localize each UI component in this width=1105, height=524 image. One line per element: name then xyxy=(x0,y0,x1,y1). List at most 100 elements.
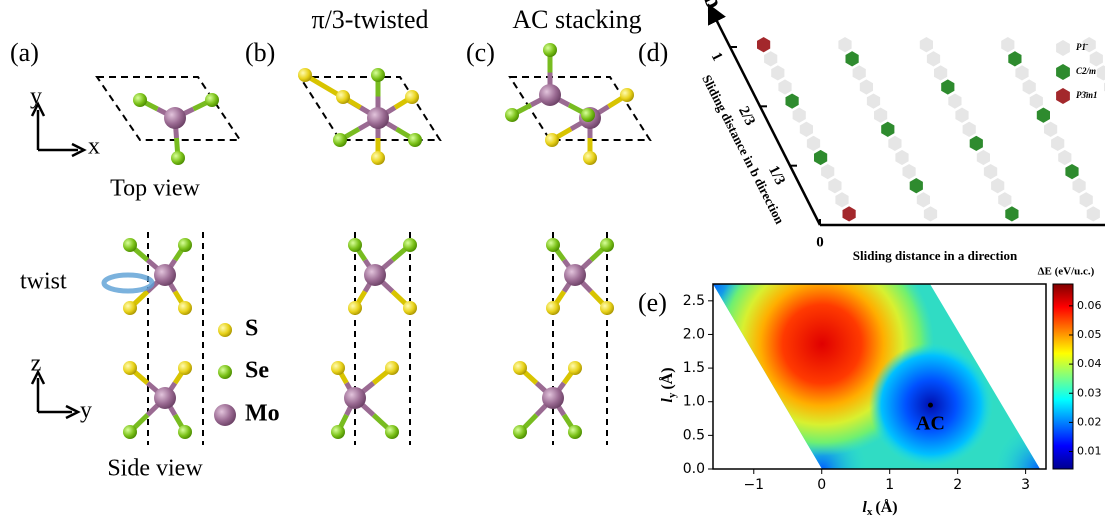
atom xyxy=(123,238,137,252)
hex-cell xyxy=(1089,51,1103,67)
atom xyxy=(331,425,345,439)
x-axis-label: Sliding distance in a direction xyxy=(853,248,1018,263)
hex-cell xyxy=(785,93,799,109)
hex-cell xyxy=(1029,93,1043,109)
annotation: AC xyxy=(916,413,945,435)
view-label: Side view xyxy=(107,456,203,482)
atom xyxy=(123,425,137,439)
atom xyxy=(620,88,634,102)
legend-label: C2/m xyxy=(1076,66,1096,76)
hex-cell xyxy=(1008,51,1022,67)
hex-cell xyxy=(1022,79,1036,95)
colorbar-tick-label: 0.05 xyxy=(1077,328,1102,341)
atom xyxy=(336,90,350,104)
hex-cell xyxy=(828,178,842,194)
atom xyxy=(178,238,192,252)
atom xyxy=(408,133,422,147)
atom xyxy=(364,264,386,286)
hex-cell xyxy=(923,206,937,222)
x-tick-label: 1 xyxy=(885,477,894,493)
y-tick-label: 1.5 xyxy=(683,360,705,376)
atom xyxy=(542,387,564,409)
colorbar-tick-label: 0.04 xyxy=(1077,357,1102,370)
hex-cell xyxy=(926,51,940,67)
hex-cell xyxy=(852,65,866,81)
hex-cell xyxy=(1051,135,1065,151)
atom xyxy=(600,238,614,252)
x-axis-label: lx(Å) xyxy=(862,498,897,518)
heatmap-surface xyxy=(668,232,1085,514)
annotation-point xyxy=(928,403,933,408)
x-tick-label: 0 xyxy=(816,234,824,250)
panel-label: (d) xyxy=(638,38,668,67)
view-label: Top view xyxy=(110,176,200,202)
x-axis-label-sub: x xyxy=(867,506,873,518)
colorbar-tick-label: 0.06 xyxy=(1077,299,1102,312)
atom xyxy=(218,365,232,379)
y-axis-label-sub: y xyxy=(666,392,678,398)
atom xyxy=(205,93,219,107)
colorbar-title: ΔE (eV/u.c.) xyxy=(1038,266,1095,278)
atom xyxy=(123,301,137,315)
legend-swatch xyxy=(1056,64,1070,80)
hex-cell xyxy=(916,192,930,208)
hex-cell xyxy=(1065,163,1079,179)
atom xyxy=(546,301,560,315)
hex-cell xyxy=(1036,107,1050,123)
hex-cell xyxy=(1058,149,1072,165)
hex-cell xyxy=(866,93,880,109)
atom xyxy=(333,133,347,147)
atom xyxy=(543,43,557,57)
y-axis-label-unit: (Å) xyxy=(658,367,676,389)
atom xyxy=(133,93,147,107)
x-tick-label: 2 xyxy=(953,477,962,493)
y-tick-label: 2.5 xyxy=(683,293,705,309)
y-tick-label: 0.0 xyxy=(683,461,705,477)
twist-label: twist xyxy=(20,269,67,295)
unit-cell xyxy=(97,77,240,140)
atom xyxy=(214,404,236,426)
panel-label: (c) xyxy=(466,38,495,67)
atom xyxy=(385,425,399,439)
hex-cell xyxy=(941,79,955,95)
hex-cell xyxy=(835,192,849,208)
hex-cell xyxy=(983,163,997,179)
atom xyxy=(154,387,176,409)
atom xyxy=(568,361,582,375)
hex-cell xyxy=(934,65,948,81)
hex-cell xyxy=(948,93,962,109)
hex-cell xyxy=(991,178,1005,194)
colorbar-tick-label: 0.01 xyxy=(1077,445,1102,458)
atom xyxy=(178,425,192,439)
legend-swatch xyxy=(1056,40,1070,56)
y-tick-label: 1 xyxy=(708,50,726,64)
atom xyxy=(539,84,561,106)
hex-cell xyxy=(1001,37,1015,53)
atom xyxy=(171,151,185,165)
structures xyxy=(32,43,650,445)
y-tick-label: 2.0 xyxy=(683,326,705,342)
hex-cell xyxy=(874,107,888,123)
atom xyxy=(371,68,385,82)
hex-cell xyxy=(814,149,828,165)
hex-cell xyxy=(1044,121,1058,137)
hex-cell xyxy=(821,163,835,179)
panel-label: (a) xyxy=(10,38,39,67)
atom xyxy=(568,425,582,439)
arrow xyxy=(32,104,84,156)
legend-label: P3̄m1 xyxy=(1076,90,1098,100)
legend-label: Se xyxy=(245,358,269,384)
hex-cell xyxy=(998,192,1012,208)
hex-cell xyxy=(771,65,785,81)
atom xyxy=(298,68,312,82)
atom xyxy=(513,361,527,375)
atom xyxy=(123,361,137,375)
panel-title: π/3-twisted xyxy=(311,5,428,34)
atom xyxy=(154,264,176,286)
axis-name: y xyxy=(30,84,42,110)
atom xyxy=(178,361,192,375)
colorbar xyxy=(1053,284,1073,469)
hex-cell xyxy=(895,149,909,165)
hex-cell xyxy=(859,79,873,95)
atom xyxy=(600,301,614,315)
